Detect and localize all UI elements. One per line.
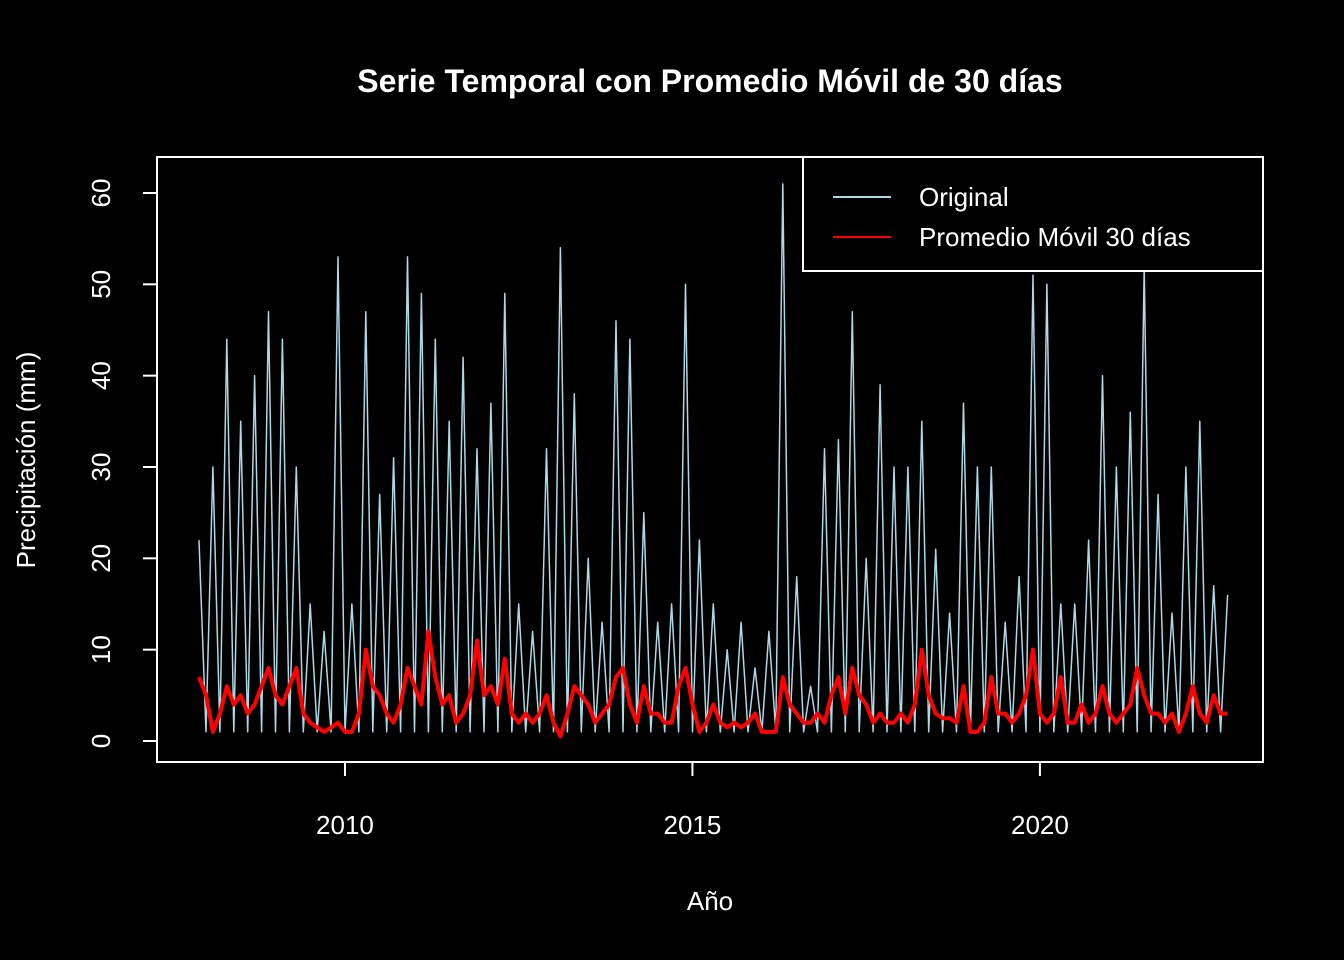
y-tick-label: 30 [86,453,116,482]
legend-box [802,156,1264,272]
legend-label: Original [919,182,1009,212]
y-tick-label: 20 [86,544,116,573]
y-tick-label: 50 [86,270,116,299]
chart-title: Serie Temporal con Promedio Móvil de 30 … [357,63,1062,99]
y-tick-label: 60 [86,179,116,208]
series-line [197,629,1228,739]
legend-label: Promedio Móvil 30 días [919,222,1191,252]
y-axis-title: Precipitación (mm) [11,352,41,569]
y-tick-label: 0 [86,734,116,748]
y-tick-label: 40 [86,361,116,390]
y-tick-label: 10 [86,635,116,664]
x-tick-label: 2015 [664,810,722,840]
series-line [198,183,1229,733]
x-tick-label: 2020 [1011,810,1069,840]
x-tick-label: 2010 [316,810,374,840]
x-axis-title: Año [687,886,733,916]
